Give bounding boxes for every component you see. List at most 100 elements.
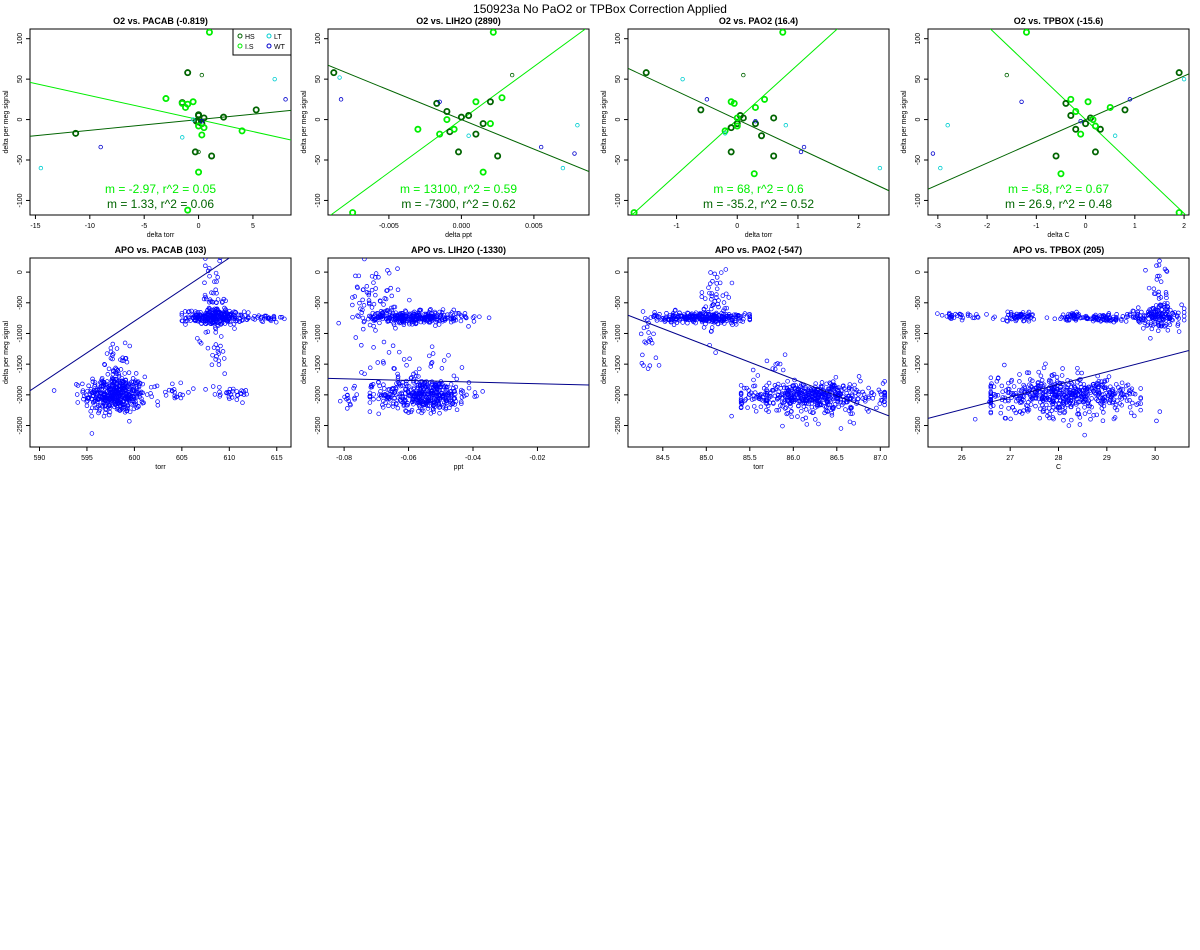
data-point bbox=[664, 310, 669, 316]
data-point bbox=[133, 371, 139, 376]
fit-label: m = -2.97, r^2 = 0.05 bbox=[105, 182, 216, 196]
plot-area bbox=[328, 29, 589, 215]
data-point bbox=[434, 314, 440, 319]
data-point bbox=[92, 399, 97, 404]
y-tick-label: -2000 bbox=[915, 386, 922, 404]
data-point bbox=[218, 318, 223, 324]
data-point bbox=[877, 389, 883, 395]
plot-frame bbox=[29, 257, 292, 448]
fit-line bbox=[628, 314, 889, 417]
data-point bbox=[260, 319, 266, 324]
data-point bbox=[370, 314, 376, 320]
data-point bbox=[1061, 402, 1067, 407]
data-point bbox=[410, 396, 416, 401]
data-point bbox=[1138, 386, 1143, 391]
data-point bbox=[825, 408, 830, 414]
data-point bbox=[479, 168, 487, 176]
data-point bbox=[193, 309, 198, 314]
data-point bbox=[1120, 314, 1126, 319]
data-point bbox=[448, 393, 454, 399]
data-point bbox=[780, 404, 785, 409]
data-point bbox=[860, 389, 866, 395]
data-point bbox=[848, 411, 854, 416]
data-point bbox=[1167, 322, 1173, 327]
data-point bbox=[753, 408, 759, 414]
data-point bbox=[454, 148, 462, 156]
data-point bbox=[350, 302, 355, 308]
fit-line bbox=[330, 29, 586, 215]
data-point bbox=[998, 404, 1004, 409]
data-point bbox=[1123, 319, 1129, 324]
data-point bbox=[338, 97, 344, 102]
data-point bbox=[230, 386, 236, 392]
data-point bbox=[758, 404, 764, 410]
data-point bbox=[960, 315, 966, 321]
data-point bbox=[1119, 392, 1124, 398]
data-point bbox=[345, 406, 350, 411]
data-point bbox=[429, 360, 435, 365]
data-point bbox=[201, 296, 207, 302]
data-point bbox=[1128, 410, 1134, 416]
data-point bbox=[1153, 303, 1159, 308]
data-point bbox=[862, 397, 867, 402]
data-point bbox=[100, 404, 106, 409]
apo-points bbox=[336, 258, 492, 417]
data-point bbox=[218, 258, 223, 260]
data-point bbox=[782, 406, 788, 411]
data-point bbox=[709, 303, 715, 309]
data-point bbox=[677, 317, 683, 323]
data-point bbox=[1069, 395, 1074, 400]
y-tick-label: -500 bbox=[17, 296, 24, 310]
data-point bbox=[480, 389, 485, 394]
data-point bbox=[154, 383, 160, 389]
data-point bbox=[710, 279, 715, 284]
data-point bbox=[938, 165, 943, 171]
data-point bbox=[211, 290, 216, 296]
data-point bbox=[770, 152, 778, 160]
data-point bbox=[184, 69, 192, 77]
data-point bbox=[856, 374, 862, 379]
data-point bbox=[837, 391, 843, 397]
data-point bbox=[454, 376, 459, 382]
data-point bbox=[337, 398, 343, 404]
data-point bbox=[472, 130, 480, 138]
data-point bbox=[102, 362, 107, 367]
data-point bbox=[152, 384, 157, 390]
data-point bbox=[437, 99, 442, 104]
data-point bbox=[1068, 384, 1074, 389]
data-point bbox=[1042, 389, 1048, 395]
data-point bbox=[200, 114, 208, 122]
data-point bbox=[988, 404, 994, 409]
data-point bbox=[1122, 394, 1127, 400]
data-point bbox=[1047, 411, 1052, 417]
data-point bbox=[656, 363, 662, 368]
data-point bbox=[461, 393, 467, 399]
data-point bbox=[1145, 322, 1151, 328]
data-point bbox=[395, 374, 401, 379]
data-point bbox=[1106, 374, 1112, 379]
fit-label: m = -35.2, r^2 = 0.52 bbox=[703, 197, 814, 211]
data-point bbox=[1041, 365, 1047, 371]
data-point bbox=[444, 390, 449, 395]
data-point bbox=[356, 273, 362, 279]
data-point bbox=[838, 399, 843, 405]
data-point bbox=[393, 326, 398, 331]
data-point bbox=[643, 340, 649, 346]
data-point bbox=[417, 382, 423, 387]
data-point bbox=[1084, 393, 1090, 399]
data-point bbox=[1112, 391, 1118, 397]
data-point bbox=[752, 383, 758, 389]
data-point bbox=[882, 389, 887, 395]
data-point bbox=[101, 392, 107, 397]
fit-label: m = 13100, r^2 = 0.59 bbox=[400, 182, 517, 196]
data-point bbox=[988, 394, 994, 400]
data-point bbox=[697, 106, 705, 114]
data-point bbox=[1051, 416, 1056, 422]
data-point bbox=[693, 315, 698, 320]
data-point bbox=[779, 399, 785, 405]
data-point bbox=[1157, 409, 1163, 414]
data-point bbox=[822, 404, 827, 409]
data-point bbox=[1072, 107, 1080, 115]
data-point bbox=[1163, 292, 1169, 297]
